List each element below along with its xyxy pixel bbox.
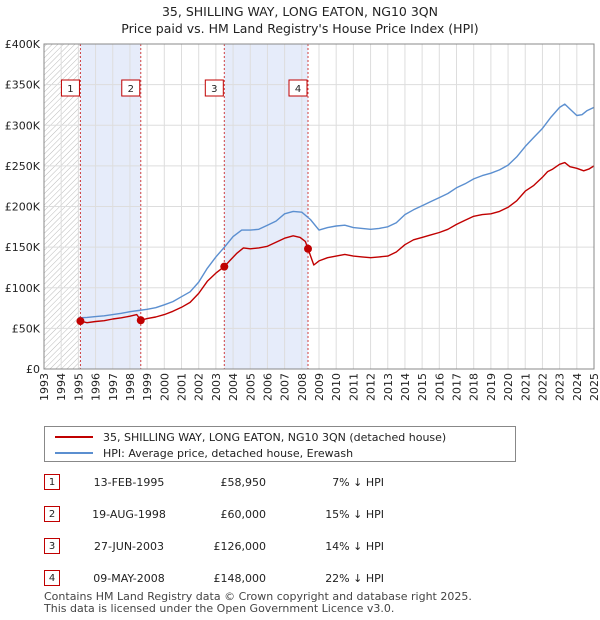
sale-badge-label: 4 <box>295 84 301 95</box>
sale-badge-box <box>204 79 224 97</box>
x-tick-label: 1994 <box>55 373 68 401</box>
sale-marker <box>304 244 312 253</box>
sale-badge: 4 <box>44 570 60 586</box>
legend: 35, SHILLING WAY, LONG EATON, NG10 3QN (… <box>44 426 516 462</box>
sale-badge: 2 <box>44 506 60 522</box>
sale-hpi-diff: 22% ↓ HPI <box>325 571 384 585</box>
footer-copyright: Contains HM Land Registry data © Crown c… <box>44 590 472 603</box>
x-tick-label: 2019 <box>485 373 498 401</box>
sale-badge-label: 2 <box>128 84 134 95</box>
sale-marker <box>136 316 145 325</box>
x-tick-label: 2016 <box>433 373 446 401</box>
legend-swatch-price <box>55 436 93 438</box>
chart-title-line1: 35, SHILLING WAY, LONG EATON, NG10 3QN <box>161 4 438 19</box>
legend-item-hpi: HPI: Average price, detached house, Erew… <box>55 445 353 461</box>
y-tick-label: £200K <box>5 201 41 214</box>
x-tick-label: 2018 <box>468 373 481 401</box>
sale-hpi-diff: 14% ↓ HPI <box>325 539 384 553</box>
price-paid-line <box>80 161 595 324</box>
x-tick-label: 2008 <box>296 373 309 401</box>
x-tick-label: 2011 <box>347 373 360 401</box>
x-tick-label: 2020 <box>502 373 515 401</box>
y-tick-label: £250K <box>5 160 41 173</box>
y-tick-label: £100K <box>5 282 41 295</box>
hpi-line <box>78 103 595 319</box>
x-tick-label: 2009 <box>313 373 326 401</box>
sale-price: £58,950 <box>220 475 267 489</box>
x-tick-label: 2002 <box>193 373 206 401</box>
x-tick-label: 2025 <box>588 373 600 401</box>
x-tick-label: 2017 <box>451 373 464 401</box>
sale-hpi-diff: 7% ↓ HPI <box>332 475 384 489</box>
x-tick-label: 1998 <box>124 373 137 401</box>
x-tick-label: 2023 <box>554 373 567 401</box>
sale-marker <box>220 262 229 271</box>
x-tick-label: 2013 <box>382 373 395 401</box>
sale-date: 27-JUN-2003 <box>93 539 165 553</box>
y-tick-label: £50K <box>12 322 41 335</box>
table-row: 1 13-FEB-1995 £58,950 7% ↓ HPI <box>44 472 464 492</box>
legend-swatch-hpi <box>55 452 93 454</box>
price-chart: 1 2 3 4 £0 £50K £100K £150K £200K £250K £300K £350… <box>5 38 600 401</box>
chart-title-line2: Price paid vs. HM Land Registry's House … <box>121 21 479 36</box>
y-tick-label: £0 <box>26 363 40 376</box>
x-tick-label: 2010 <box>330 373 343 401</box>
x-tick-label: 2021 <box>519 373 532 401</box>
y-tick-label: £150K <box>5 241 41 254</box>
sale-date: 13-FEB-1995 <box>93 475 165 489</box>
sale-badge-label: 1 <box>67 84 73 95</box>
x-tick-label: 1993 <box>38 373 51 401</box>
sale-badge-label: 3 <box>211 84 217 95</box>
sale-badge-box <box>60 79 80 97</box>
x-tick-label: 2022 <box>536 373 549 401</box>
sale-badge: 3 <box>44 538 60 554</box>
legend-label-price: 35, SHILLING WAY, LONG EATON, NG10 3QN (… <box>103 430 447 444</box>
sale-price: £148,000 <box>213 571 267 585</box>
footer-license: This data is licensed under the Open Gov… <box>44 602 395 615</box>
sale-price: £126,000 <box>213 539 267 553</box>
x-tick-label: 2001 <box>176 373 189 401</box>
x-tick-label: 2024 <box>571 373 584 401</box>
x-tick-label: 1995 <box>72 373 85 401</box>
x-tick-label: 2014 <box>399 373 412 401</box>
x-tick-label: 1997 <box>107 373 120 401</box>
table-row: 2 19-AUG-1998 £60,000 15% ↓ HPI <box>44 504 464 524</box>
sale-hpi-diff: 15% ↓ HPI <box>325 507 384 521</box>
sale-badge-box <box>288 79 308 97</box>
x-tick-label: 2007 <box>279 373 292 401</box>
plot-frame <box>43 43 595 370</box>
x-tick-label: 2012 <box>365 373 378 401</box>
x-tick-label: 2003 <box>210 373 223 401</box>
y-tick-label: £400K <box>5 38 41 51</box>
x-tick-label: 2005 <box>244 373 257 401</box>
sale-price: £60,000 <box>220 507 267 521</box>
x-tick-label: 2006 <box>261 373 274 401</box>
sale-marker <box>76 317 85 326</box>
x-tick-label: 1996 <box>90 373 103 401</box>
table-row: 4 09-MAY-2008 £148,000 22% ↓ HPI <box>44 568 464 588</box>
legend-label-hpi: HPI: Average price, detached house, Erew… <box>103 446 354 460</box>
sale-date: 19-AUG-1998 <box>92 507 166 521</box>
sale-badge-box <box>121 79 141 97</box>
x-tick-label: 2015 <box>416 373 429 401</box>
table-row: 3 27-JUN-2003 £126,000 14% ↓ HPI <box>44 536 464 556</box>
sale-date: 09-MAY-2008 <box>93 571 165 585</box>
x-tick-label: 2000 <box>158 373 171 401</box>
x-tick-label: 1999 <box>141 373 154 401</box>
y-tick-label: £300K <box>5 119 41 132</box>
y-tick-label: £350K <box>5 79 41 92</box>
x-tick-label: 2004 <box>227 373 240 401</box>
legend-item-price: 35, SHILLING WAY, LONG EATON, NG10 3QN (… <box>55 429 446 445</box>
sale-badge: 1 <box>44 474 60 490</box>
